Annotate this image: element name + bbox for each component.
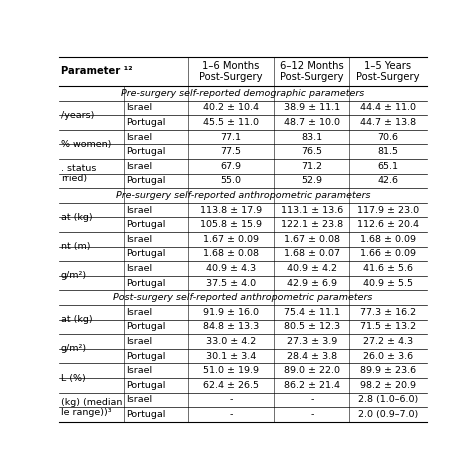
Text: 40.9 ± 4.2: 40.9 ± 4.2 [287, 264, 337, 273]
Text: 80.5 ± 12.3: 80.5 ± 12.3 [284, 322, 340, 331]
Text: Portugal: Portugal [127, 249, 166, 258]
Text: 40.2 ± 10.4: 40.2 ± 10.4 [203, 103, 259, 112]
Text: -: - [310, 395, 314, 404]
Text: 44.7 ± 13.8: 44.7 ± 13.8 [360, 118, 416, 127]
Text: Portugal: Portugal [127, 410, 166, 419]
Text: 1.67 ± 0.09: 1.67 ± 0.09 [203, 235, 259, 244]
Text: 113.8 ± 17.9: 113.8 ± 17.9 [200, 206, 262, 215]
Text: Pre-surgery self-reported demographic parameters: Pre-surgery self-reported demographic pa… [121, 89, 365, 98]
Text: 1.66 ± 0.09: 1.66 ± 0.09 [360, 249, 416, 258]
Text: 1.67 ± 0.08: 1.67 ± 0.08 [284, 235, 340, 244]
Text: 52.9: 52.9 [301, 176, 322, 185]
Text: -: - [229, 410, 232, 419]
Text: 48.7 ± 10.0: 48.7 ± 10.0 [284, 118, 340, 127]
Text: 89.9 ± 23.6: 89.9 ± 23.6 [360, 366, 416, 375]
Text: Portugal: Portugal [127, 118, 166, 127]
Text: 113.1 ± 13.6: 113.1 ± 13.6 [281, 206, 343, 215]
Text: 77.5: 77.5 [220, 147, 241, 156]
Text: Israel: Israel [127, 395, 153, 404]
Text: 105.8 ± 15.9: 105.8 ± 15.9 [200, 220, 262, 229]
Text: 2.8 (1.0–6.0): 2.8 (1.0–6.0) [358, 395, 418, 404]
Text: 1–6 Months
Post-Surgery: 1–6 Months Post-Surgery [199, 61, 263, 82]
Text: 1.68 ± 0.08: 1.68 ± 0.08 [203, 249, 259, 258]
Text: 84.8 ± 13.3: 84.8 ± 13.3 [203, 322, 259, 331]
Text: 71.5 ± 13.2: 71.5 ± 13.2 [360, 322, 416, 331]
Text: 30.1 ± 3.4: 30.1 ± 3.4 [206, 352, 256, 361]
Text: . status
rried): . status rried) [61, 164, 96, 183]
Text: 89.0 ± 22.0: 89.0 ± 22.0 [284, 366, 340, 375]
Text: 91.9 ± 16.0: 91.9 ± 16.0 [203, 308, 259, 317]
Text: Israel: Israel [127, 308, 153, 317]
Text: 28.4 ± 3.8: 28.4 ± 3.8 [287, 352, 337, 361]
Text: 117.9 ± 23.0: 117.9 ± 23.0 [357, 206, 419, 215]
Text: nt (m): nt (m) [61, 242, 90, 251]
Text: 37.5 ± 4.0: 37.5 ± 4.0 [206, 279, 256, 288]
Text: (kg) (median
le range))³: (kg) (median le range))³ [61, 398, 122, 417]
Text: 55.0: 55.0 [220, 176, 241, 185]
Text: 1.68 ± 0.07: 1.68 ± 0.07 [284, 249, 340, 258]
Text: Israel: Israel [127, 103, 153, 112]
Text: 81.5: 81.5 [377, 147, 399, 156]
Text: Post-surgery self-reported anthropometric parameters: Post-surgery self-reported anthropometri… [113, 293, 373, 302]
Text: Israel: Israel [127, 162, 153, 171]
Text: 76.5: 76.5 [301, 147, 322, 156]
Text: 33.0 ± 4.2: 33.0 ± 4.2 [206, 337, 256, 346]
Text: 27.2 ± 4.3: 27.2 ± 4.3 [363, 337, 413, 346]
Text: Israel: Israel [127, 366, 153, 375]
Text: L (%): L (%) [61, 374, 85, 383]
Text: 77.1: 77.1 [220, 133, 241, 142]
Text: 122.1 ± 23.8: 122.1 ± 23.8 [281, 220, 343, 229]
Text: 26.0 ± 3.6: 26.0 ± 3.6 [363, 352, 413, 361]
Text: 27.3 ± 3.9: 27.3 ± 3.9 [287, 337, 337, 346]
Text: Israel: Israel [127, 206, 153, 215]
Text: 38.9 ± 11.1: 38.9 ± 11.1 [284, 103, 340, 112]
Text: 86.2 ± 21.4: 86.2 ± 21.4 [284, 381, 340, 390]
Text: Pre-surgery self-reported anthropometric parameters: Pre-surgery self-reported anthropometric… [116, 191, 370, 200]
Text: 83.1: 83.1 [301, 133, 322, 142]
Text: Israel: Israel [127, 235, 153, 244]
Text: Portugal: Portugal [127, 147, 166, 156]
Text: 45.5 ± 11.0: 45.5 ± 11.0 [203, 118, 259, 127]
Text: 71.2: 71.2 [301, 162, 322, 171]
Text: % women): % women) [61, 140, 111, 149]
Text: g/m²): g/m²) [61, 272, 87, 280]
Text: Israel: Israel [127, 264, 153, 273]
Text: at (kg): at (kg) [61, 315, 92, 324]
Text: Portugal: Portugal [127, 176, 166, 185]
Text: 112.6 ± 20.4: 112.6 ± 20.4 [357, 220, 419, 229]
Text: Portugal: Portugal [127, 381, 166, 390]
Text: 42.9 ± 6.9: 42.9 ± 6.9 [287, 279, 337, 288]
Text: at (kg): at (kg) [61, 213, 92, 222]
Text: 42.6: 42.6 [377, 176, 399, 185]
Text: 75.4 ± 11.1: 75.4 ± 11.1 [284, 308, 340, 317]
Text: 2.0 (0.9–7.0): 2.0 (0.9–7.0) [358, 410, 418, 419]
Text: Portugal: Portugal [127, 279, 166, 288]
Text: 67.9: 67.9 [220, 162, 241, 171]
Text: Portugal: Portugal [127, 352, 166, 361]
Text: 40.9 ± 4.3: 40.9 ± 4.3 [206, 264, 256, 273]
Text: 40.9 ± 5.5: 40.9 ± 5.5 [363, 279, 413, 288]
Text: /years): /years) [61, 111, 94, 120]
Text: 1.68 ± 0.09: 1.68 ± 0.09 [360, 235, 416, 244]
Text: g/m²): g/m²) [61, 345, 87, 353]
Text: 70.6: 70.6 [377, 133, 399, 142]
Text: -: - [310, 410, 314, 419]
Text: 41.6 ± 5.6: 41.6 ± 5.6 [363, 264, 413, 273]
Text: Portugal: Portugal [127, 322, 166, 331]
Text: Parameter ¹²: Parameter ¹² [61, 66, 133, 76]
Text: 62.4 ± 26.5: 62.4 ± 26.5 [203, 381, 259, 390]
Text: 51.0 ± 19.9: 51.0 ± 19.9 [203, 366, 259, 375]
Text: Israel: Israel [127, 337, 153, 346]
Text: 44.4 ± 11.0: 44.4 ± 11.0 [360, 103, 416, 112]
Text: -: - [229, 395, 232, 404]
Text: 65.1: 65.1 [377, 162, 399, 171]
Text: 98.2 ± 20.9: 98.2 ± 20.9 [360, 381, 416, 390]
Text: 77.3 ± 16.2: 77.3 ± 16.2 [360, 308, 416, 317]
Text: 1–5 Years
Post-Surgery: 1–5 Years Post-Surgery [356, 61, 420, 82]
Text: Portugal: Portugal [127, 220, 166, 229]
Text: Israel: Israel [127, 133, 153, 142]
Text: 6–12 Months
Post-Surgery: 6–12 Months Post-Surgery [280, 61, 344, 82]
